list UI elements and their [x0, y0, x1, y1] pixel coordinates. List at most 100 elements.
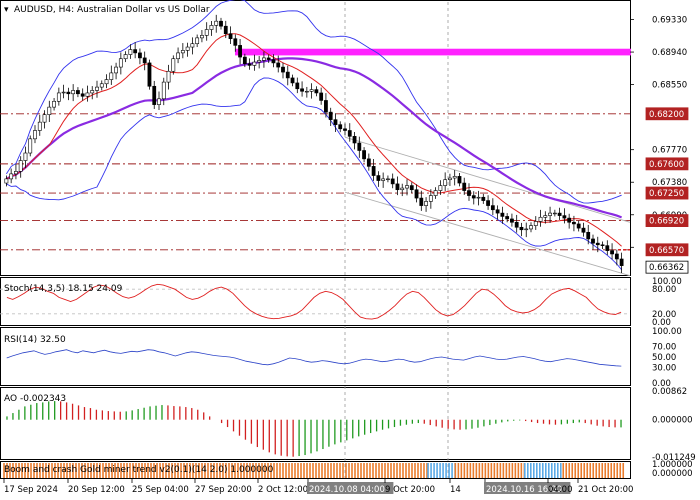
- price-badge: [645, 214, 689, 228]
- bollinger-lower: [6, 77, 622, 270]
- candle-bear: [338, 124, 343, 130]
- ao-label: AO -0.002343: [4, 394, 66, 404]
- candle-bull: [548, 212, 552, 216]
- time-tick-label: 27 Sep 20:00: [195, 485, 252, 495]
- candle-bear: [281, 66, 285, 73]
- candle-bull: [90, 90, 95, 94]
- price-badge: [645, 186, 689, 200]
- candle-bull: [538, 216, 543, 222]
- candle-bull: [9, 173, 14, 180]
- candle-bull: [18, 160, 23, 172]
- candle-bear: [285, 71, 290, 79]
- candle-bull: [14, 171, 18, 175]
- time-tick-label: 25 Sep 04:00: [132, 485, 189, 495]
- price-badge-label: 0.67600: [649, 160, 684, 170]
- candle-bear: [362, 150, 366, 160]
- candle-bull: [185, 46, 190, 51]
- price-badge: [645, 243, 689, 257]
- candle-bear: [581, 227, 586, 233]
- trend-tick: 0.000000: [652, 469, 693, 479]
- stoch-label: Stoch(14,3,5) 18.15 24.09: [4, 284, 123, 294]
- ao-tick: 0.000000: [652, 416, 693, 426]
- candle-bull: [262, 57, 266, 61]
- trend-label: Boom and crash Gold miner trend v2(0.1)(…: [4, 465, 274, 475]
- candle-bear: [80, 93, 85, 97]
- candle-bull: [381, 178, 386, 181]
- candle-bull: [309, 89, 314, 92]
- candle-bull: [37, 121, 42, 131]
- ao-panel-frame: [0, 387, 631, 460]
- candle-bull: [304, 90, 309, 93]
- candle-bull: [33, 130, 37, 140]
- candle-bull: [438, 185, 443, 191]
- candle-bull: [171, 58, 176, 72]
- price-tick-label: 0.67380: [652, 178, 687, 188]
- price-badge-label: 0.66362: [649, 263, 684, 273]
- candle-bull: [200, 35, 204, 39]
- candle-bear: [142, 57, 147, 64]
- bollinger-upper: [6, 0, 622, 204]
- ao-plot: 0.00862 0.000000 -0.011249: [6, 387, 696, 463]
- ao-tick: -0.011249: [652, 453, 696, 463]
- candle-bear: [486, 200, 490, 206]
- candle-bear: [138, 52, 142, 59]
- price-badge-label: 0.66570: [649, 246, 684, 256]
- candle-bull: [424, 201, 428, 206]
- stoch-tick: 0.00: [652, 318, 671, 328]
- candle-bull: [533, 221, 538, 226]
- candle-bear: [223, 25, 228, 35]
- candle-bear: [295, 82, 300, 90]
- candle-bull: [61, 91, 66, 94]
- time-cursor-box: [307, 482, 394, 494]
- candle-bear: [366, 158, 371, 167]
- candle-bull: [157, 98, 161, 105]
- candle-bull: [405, 185, 409, 189]
- candle-bear: [238, 45, 242, 58]
- candle-bear: [505, 216, 510, 220]
- candle-bull: [42, 114, 47, 123]
- time-cursor-box: [484, 482, 571, 494]
- candle-bull: [448, 177, 452, 181]
- candle-bear: [290, 77, 295, 84]
- slow-ma-line: [5, 57, 622, 219]
- stoch-tick: 20.00: [652, 310, 676, 320]
- candle-bull: [214, 20, 219, 26]
- candle-bear: [586, 231, 591, 240]
- stoch-line: [6, 283, 622, 320]
- fast-ma-line: [6, 33, 622, 247]
- price-axis: 0.69330 0.68940 0.68550 0.67770 0.67380 0.669…: [618, 16, 689, 274]
- main-plot: [0, 0, 631, 277]
- candle-bull: [386, 178, 390, 180]
- time-cursor-label: 2024.10.08 04:00: [309, 485, 385, 495]
- candle-bear: [152, 85, 157, 105]
- candle-bear: [76, 90, 80, 95]
- stoch-tick: 80.00: [652, 285, 676, 295]
- candle-bull: [195, 37, 200, 45]
- time-tick-label: 9 Oct 20:00: [385, 485, 435, 495]
- candle-bear: [572, 221, 576, 225]
- candle-bear: [324, 100, 328, 113]
- candle-bull: [428, 195, 433, 202]
- candle-bull: [524, 228, 529, 231]
- rsi-tick: 0.00: [652, 379, 671, 389]
- candle-bear: [266, 57, 271, 60]
- candle-bear: [490, 205, 495, 211]
- rsi-tick: 100.00: [652, 327, 682, 337]
- candle-bear: [457, 176, 462, 184]
- candle-bear: [519, 226, 524, 231]
- price-badge: [645, 107, 689, 121]
- candle-bull: [443, 179, 448, 186]
- candle-bear: [147, 62, 152, 87]
- price-tick-label: 0.69330: [652, 16, 687, 26]
- candle-bull: [452, 176, 457, 179]
- time-tick-label: 20 Sep 12:00: [68, 485, 125, 495]
- candle-bear: [390, 178, 395, 185]
- candle-bull: [433, 190, 438, 196]
- candle-bull: [109, 72, 114, 80]
- rsi-tick: 30.00: [652, 363, 676, 373]
- time-tick-label: 17 Sep 2024: [4, 485, 58, 495]
- channel-lower: [344, 191, 631, 277]
